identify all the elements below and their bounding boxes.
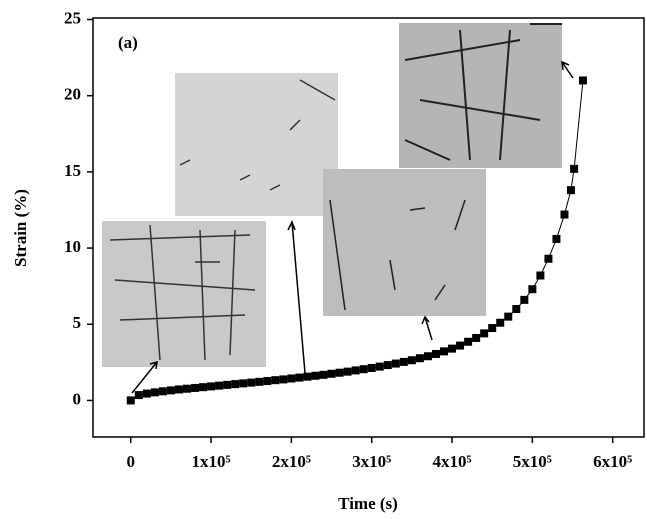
data-point: [295, 373, 304, 382]
data-point: [570, 164, 579, 173]
data-point: [528, 285, 537, 294]
data-point: [319, 370, 328, 379]
data-point: [150, 388, 159, 397]
arrow: [421, 315, 433, 341]
plot-frame: [92, 17, 645, 438]
data-point: [223, 380, 232, 389]
data-point: [367, 363, 376, 372]
data-point: [578, 76, 587, 85]
y-tick-label: 20: [64, 85, 81, 104]
arrow: [287, 220, 306, 374]
data-point: [351, 366, 360, 375]
data-point: [504, 312, 513, 321]
x-tick-label: 1x10⁵: [192, 452, 231, 471]
tem-image-detail: [109, 224, 256, 361]
y-tick-label: 0: [73, 389, 82, 408]
y-tick-label: 15: [64, 161, 81, 180]
data-point: [335, 368, 344, 377]
data-point: [239, 379, 248, 388]
data-point: [215, 381, 224, 390]
data-point: [359, 365, 368, 374]
data-point: [488, 324, 497, 333]
data-point: [343, 367, 352, 376]
data-point: [247, 378, 256, 387]
tem-image: [323, 169, 486, 316]
data-point: [126, 396, 135, 405]
x-tick-label: 4x10⁵: [432, 452, 471, 471]
data-point: [536, 271, 545, 280]
data-point: [166, 386, 175, 395]
data-point: [182, 384, 191, 393]
data-point: [440, 347, 449, 356]
data-point: [303, 372, 312, 381]
tem-image-detail: [404, 23, 562, 161]
data-point: [174, 385, 183, 394]
data-point: [158, 387, 167, 396]
data-point: [191, 383, 200, 392]
data-point: [407, 356, 416, 365]
data-point: [472, 333, 481, 342]
data-point: [287, 374, 296, 383]
x-tick-label: 6x10⁵: [593, 452, 632, 471]
arrows: [131, 60, 574, 394]
data-point: [311, 371, 320, 380]
data-point: [279, 375, 288, 384]
tem-image: [102, 221, 266, 367]
data-point: [415, 354, 424, 363]
data-point: [431, 349, 440, 358]
data-point: [375, 362, 384, 371]
data-point: [520, 295, 529, 304]
data-point: [399, 357, 408, 366]
arrow: [131, 360, 158, 394]
data-point: [544, 254, 553, 263]
y-tick-label: 25: [64, 8, 81, 27]
data-point: [263, 377, 272, 386]
data-point: [423, 352, 432, 361]
arrow: [561, 60, 574, 79]
data-point: [512, 305, 521, 314]
panel-label: (a): [118, 33, 138, 52]
data-point: [231, 380, 240, 389]
data-point: [448, 344, 457, 353]
tem-image: [399, 23, 562, 168]
x-tick-label: 3x10⁵: [352, 452, 391, 471]
data-point: [456, 341, 465, 350]
data-point: [255, 377, 264, 386]
data-point: [566, 186, 575, 195]
x-tick-label: 0: [127, 452, 136, 471]
y-axis-label: Strain (%): [11, 189, 30, 267]
data-point: [464, 337, 473, 346]
data-point: [496, 318, 505, 327]
data-point: [199, 383, 208, 392]
data-point: [552, 234, 561, 243]
data-point: [134, 391, 143, 400]
x-axis-label: Time (s): [338, 494, 398, 513]
y-tick-label: 5: [73, 313, 82, 332]
data-point: [327, 369, 336, 378]
data-point: [391, 359, 400, 368]
data-point: [271, 376, 280, 385]
data-point: [383, 361, 392, 370]
x-tick-label: 2x10⁵: [272, 452, 311, 471]
curve-line: [130, 80, 584, 401]
tem-insets: [102, 23, 562, 367]
data-point: [142, 389, 151, 398]
tem-image-detail: [179, 79, 336, 191]
y-tick-label: 10: [64, 237, 81, 256]
data-point: [207, 382, 216, 391]
data-point: [480, 329, 489, 338]
tem-image-detail: [329, 199, 466, 311]
tem-image: [175, 73, 338, 216]
x-tick-label: 5x10⁵: [513, 452, 552, 471]
data-point: [560, 210, 569, 219]
